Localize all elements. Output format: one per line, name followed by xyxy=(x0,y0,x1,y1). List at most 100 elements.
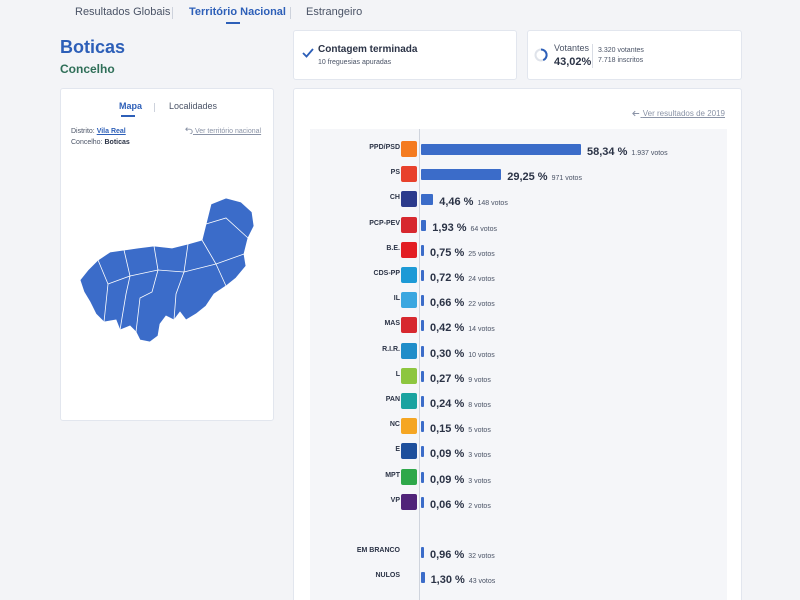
party-name: NULOS xyxy=(375,572,401,580)
rir-logo xyxy=(401,342,417,359)
page-title: Boticas xyxy=(60,37,126,57)
result-votes: 22 votos xyxy=(468,301,495,309)
result-row-vp[interactable]: VP 0,06 % 2 votos xyxy=(310,492,727,512)
result-row-b-e[interactable]: B.E. 0,75 % 25 votos xyxy=(310,240,727,260)
result-row-mpt[interactable]: MPT 0,09 % 3 votos xyxy=(310,467,727,487)
result-votes: 64 votos xyxy=(470,225,497,233)
result-row-em-branco[interactable]: EM BRANCO 0,96 % 32 votos xyxy=(310,542,727,562)
result-votes: 8 votos xyxy=(468,402,491,409)
tab-territorio-nacional[interactable]: Território Nacional xyxy=(189,6,286,18)
previous-results-link[interactable]: Ver resultados de 2019 xyxy=(632,109,725,118)
result-row-il[interactable]: IL 0,66 % 22 votos xyxy=(310,290,727,310)
map-border xyxy=(107,275,131,285)
result-row-e[interactable]: E 0,09 % 3 votos xyxy=(310,441,727,461)
result-value: 58,34 % 1.937 votos xyxy=(587,142,668,160)
result-row-cds-pp[interactable]: CDS-PP 0,72 % 24 votos xyxy=(310,265,727,285)
district-label: Distrito: xyxy=(71,128,95,135)
undo-icon xyxy=(185,127,193,135)
result-value: 29,25 % 971 votos xyxy=(507,167,582,185)
result-row-l[interactable]: L 0,27 % 9 votos xyxy=(310,366,727,386)
result-votes: 3 votos xyxy=(468,477,491,485)
results-card: Ver resultados de 2019 PPD/PSD 58,34 % 1.9… xyxy=(293,88,742,600)
result-percent: 1,93 % xyxy=(432,221,467,234)
result-votes: 43 votos xyxy=(468,578,496,586)
party-name: EM BRANCO xyxy=(356,547,400,554)
party-name: PPD/PSD xyxy=(369,144,400,151)
result-row-ppd-psd[interactable]: PPD/PSD 58,34 % 1.937 votos xyxy=(310,139,727,159)
result-percent: 0,27 % xyxy=(430,372,465,385)
result-value: 0,72 % 24 votos xyxy=(430,268,495,286)
municipality-map xyxy=(79,197,255,343)
voters-label: Votantes xyxy=(554,43,590,53)
result-percent: 0,15 % xyxy=(430,423,465,436)
result-percent: 0,96 % xyxy=(430,549,465,561)
result-bar xyxy=(421,547,424,558)
result-row-nulos[interactable]: NULOS 1,30 % 43 votos xyxy=(310,567,727,587)
result-percent: 0,42 % xyxy=(430,322,465,335)
tab-estrangeiro[interactable]: Estrangeiro xyxy=(306,6,363,18)
result-votes: 10 votos xyxy=(468,351,495,359)
map-border xyxy=(173,243,189,321)
result-row-ps[interactable]: PS 29,25 % 971 votos xyxy=(310,164,727,184)
result-row-ch[interactable]: CH 4,46 % 148 votos xyxy=(310,189,727,209)
tab-mapa[interactable]: Mapa xyxy=(119,101,143,111)
result-bar xyxy=(421,421,424,433)
result-value: 0,75 % 25 votos xyxy=(430,243,495,261)
results-chart: PPD/PSD 58,34 % 1.937 votos PS 29,25 % 971 vo… xyxy=(310,129,727,600)
cds-logo xyxy=(401,267,417,283)
active-tab-indicator xyxy=(121,115,135,117)
result-bar xyxy=(421,219,427,231)
map-border xyxy=(119,249,131,331)
result-bar xyxy=(421,572,425,584)
chega-logo xyxy=(401,191,417,208)
nc-logo xyxy=(401,418,417,435)
result-bar xyxy=(421,446,424,458)
result-bar xyxy=(421,496,424,508)
result-row-r-i-r[interactable]: R.I.R. 0,30 % 10 votos xyxy=(310,341,727,361)
volt-logo xyxy=(401,493,417,510)
result-votes: 5 votos xyxy=(468,427,491,435)
result-value: 0,96 % 32 votos xyxy=(430,545,495,563)
count-status-subtitle: 10 freguesias apuradas xyxy=(318,59,392,66)
result-percent: 29,25 % xyxy=(507,171,548,184)
ps-logo xyxy=(401,166,417,183)
party-name: MAS xyxy=(384,320,400,328)
result-value: 0,09 % 3 votos xyxy=(430,444,491,462)
party-name: PS xyxy=(390,169,400,177)
party-name: CH xyxy=(389,194,400,202)
result-row-nc[interactable]: NC 0,15 % 5 votos xyxy=(310,416,727,436)
result-votes: 148 votos xyxy=(477,200,508,208)
result-bar xyxy=(421,295,424,307)
tab-localidades[interactable]: Localidades xyxy=(169,101,218,111)
result-percent: 0,24 % xyxy=(430,398,465,410)
party-name: B.E. xyxy=(386,244,400,252)
result-votes: 2 votos xyxy=(468,502,491,510)
arrow-left-icon xyxy=(632,110,640,117)
count-status-card: Contagem terminada 10 freguesias apurada… xyxy=(293,30,517,80)
back-to-national-link[interactable]: Ver território nacional xyxy=(185,126,261,135)
result-bar xyxy=(421,320,424,332)
tab-divider xyxy=(290,7,291,19)
party-name: R.I.R. xyxy=(382,345,400,353)
result-row-mas[interactable]: MAS 0,42 % 14 votos xyxy=(310,315,727,335)
tab-resultados-globais[interactable]: Resultados Globais xyxy=(75,6,171,18)
tab-divider xyxy=(154,103,155,112)
voters-card: Votantes 43,02% 3.320 votantes 7.718 ins… xyxy=(527,30,742,80)
district-link[interactable]: Vila Real xyxy=(96,128,126,135)
party-name: PAN xyxy=(385,396,400,403)
party-name: NC xyxy=(389,421,400,429)
party-name: L xyxy=(395,370,400,378)
result-bar xyxy=(421,194,434,206)
result-votes: 1.937 votos xyxy=(631,150,668,157)
page-subtitle: Concelho xyxy=(60,62,115,76)
result-row-pan[interactable]: PAN 0,24 % 8 votos xyxy=(310,391,727,411)
mpt-logo xyxy=(401,468,417,485)
result-percent: 0,06 % xyxy=(430,498,465,511)
result-row-pcp-pev[interactable]: PCP-PEV 1,93 % 64 votos xyxy=(310,215,727,235)
result-percent: 0,75 % xyxy=(430,246,465,259)
chart-axis xyxy=(419,129,420,600)
result-bar xyxy=(421,169,502,181)
result-votes: 32 votos xyxy=(468,553,495,560)
map-region[interactable] xyxy=(79,197,255,343)
result-value: 0,24 % 8 votos xyxy=(430,394,491,412)
